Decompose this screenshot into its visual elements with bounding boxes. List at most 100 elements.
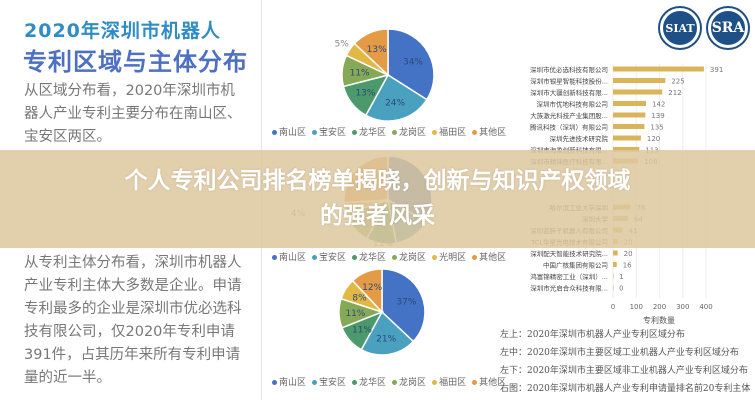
legend-swatch — [352, 380, 358, 385]
legend-item: 宝安区 — [312, 250, 346, 263]
pie-slice — [351, 268, 383, 314]
legend-label: 龙岗区 — [399, 253, 427, 263]
entity-paragraph: 从专利主体分布看，深圳市机器人产业专利主体大多数是企业。申请专利最多的企业是深圳… — [24, 255, 242, 386]
caption: 左下：2020年深圳市主要区域非工业机器人产业专利区域分布 — [500, 366, 748, 376]
pie-data-label: 13% — [355, 88, 375, 98]
bar-value-label: 135 — [650, 124, 663, 132]
legend-item: 龙岗区 — [392, 250, 426, 263]
legend-item: 福田区 — [432, 375, 466, 388]
pie-data-label: 12% — [362, 283, 382, 293]
pie-data-label: 8% — [352, 294, 367, 304]
legend-swatch — [432, 255, 438, 260]
legend-swatch — [392, 380, 398, 385]
legend-item: 南山区 — [272, 125, 306, 138]
bar — [613, 89, 663, 95]
legend-label: 其他区 — [479, 128, 507, 138]
legend-label: 其他区 — [479, 253, 507, 263]
bar-value-label: 212 — [668, 89, 681, 97]
region-paragraph: 从区域分布看，2020年深圳市机器人产业专利主要分布在南山区、宝安区两区。 — [24, 83, 242, 145]
bar — [613, 147, 640, 152]
legend-swatch — [392, 255, 398, 260]
caption: 左上：2020年深圳市机器人产业专利区域分布 — [500, 330, 685, 340]
bar-category-label: 中国广核集团有限公司 — [543, 261, 608, 270]
x-tick-label: 200 — [653, 303, 666, 311]
bar-value-label: 20 — [624, 250, 633, 258]
legend-label: 宝安区 — [319, 378, 347, 388]
pie-data-label: 24% — [385, 99, 405, 109]
bar — [613, 135, 641, 141]
legend-label: 其他区 — [479, 378, 507, 388]
legend-label: 福田区 — [439, 128, 467, 138]
pie-data-label: 5% — [335, 40, 350, 50]
legend-item: 福田区 — [432, 125, 466, 138]
legend-swatch — [312, 130, 318, 135]
legend-item: 其他区 — [472, 250, 506, 263]
bar — [613, 66, 704, 72]
bar-category-label: 深圳市优必选科技有限公司 — [530, 65, 608, 74]
legend-swatch — [472, 380, 478, 385]
bar-value-label: 142 — [652, 101, 665, 109]
title-line-1: 2020年深圳市机器人 — [24, 20, 221, 42]
legend-item: 龙华区 — [352, 375, 386, 388]
legend-item: 南山区 — [272, 250, 306, 263]
pie-slice — [353, 28, 389, 77]
legend-swatch — [472, 130, 478, 135]
legend-swatch — [432, 380, 438, 385]
pie-legend: 南山区 宝安区 龙华区 龙岗区 福田区 其他区 — [272, 375, 506, 388]
bar-category-label: 深圳市大疆创新科技有限... — [530, 88, 608, 97]
bar-value-label: 391 — [710, 66, 723, 74]
legend-swatch — [312, 255, 318, 260]
bar — [613, 78, 666, 83]
legend-item: 龙岗区 — [392, 125, 426, 138]
bar-category-label: 深圳市银星智能科技股份... — [530, 77, 608, 86]
x-tick-label: 300 — [676, 303, 689, 311]
bar-category-label: 大族激光科技产业集团股... — [530, 111, 608, 120]
sra-logo: SRA — [708, 8, 748, 48]
x-tick-label: 0 — [611, 303, 615, 311]
legend-label: 龙华区 — [359, 128, 387, 138]
pie-data-label: 11% — [350, 68, 370, 78]
caption: 右图：2020年深圳市机器人产业专利申请量排名前20专利主体 — [500, 384, 751, 394]
bar — [613, 273, 614, 279]
sra-logo-text: SRA — [711, 20, 745, 36]
bar-value-label: 139 — [651, 112, 664, 120]
bar-category-label: 深圳配天智能技术研究院... — [530, 249, 608, 258]
bar — [613, 262, 617, 267]
headline-line-2: 的强者风采 — [320, 203, 435, 229]
legend-swatch — [272, 255, 277, 260]
bar-value-label: 225 — [671, 78, 684, 86]
bar-category-label: 深圳先进技术研究院 — [550, 134, 609, 143]
bar-category-label: 深圳市光启合众科技有限... — [530, 284, 608, 293]
bar — [613, 124, 645, 129]
pie-data-label: 21% — [376, 334, 396, 344]
legend-label: 南山区 — [279, 378, 307, 388]
legend-item: 龙岗区 — [392, 375, 426, 388]
bar-value-label: 120 — [647, 135, 660, 143]
pie-data-label: 37% — [396, 297, 416, 307]
bar — [613, 101, 647, 106]
pie-slice — [364, 73, 428, 122]
legend-label: 光明区 — [439, 253, 467, 263]
legend-item: 龙华区 — [352, 250, 386, 263]
bar-value-label: 0 — [619, 285, 623, 293]
pie-legend: 南山区 宝安区 龙华区 龙岗区 光明区 其他区 — [272, 250, 506, 263]
legend-swatch — [312, 380, 318, 385]
bar — [613, 285, 614, 290]
legend-label: 南山区 — [279, 128, 307, 138]
headline-banner: 个人专利公司排名榜单揭晓，创新与知识产权领域 的强者风采 — [0, 150, 755, 248]
legend-label: 宝安区 — [319, 128, 347, 138]
bar — [613, 112, 646, 118]
legend-swatch — [392, 130, 398, 135]
pie-legend: 南山区 宝安区 龙华区 龙岗区 福田区 其他区 — [272, 125, 506, 138]
bar-value-label: 1 — [619, 273, 623, 281]
legend-label: 龙华区 — [359, 378, 387, 388]
legend-item: 南山区 — [272, 375, 306, 388]
legend-swatch — [272, 380, 277, 385]
legend-swatch — [472, 255, 478, 260]
legend-item: 光明区 — [432, 250, 466, 263]
pie-data-label: 13% — [367, 45, 387, 55]
x-axis-label: 专利数量 — [643, 315, 675, 325]
legend-item: 其他区 — [472, 125, 506, 138]
legend-label: 宝安区 — [319, 253, 347, 263]
legend-item: 宝安区 — [312, 375, 346, 388]
